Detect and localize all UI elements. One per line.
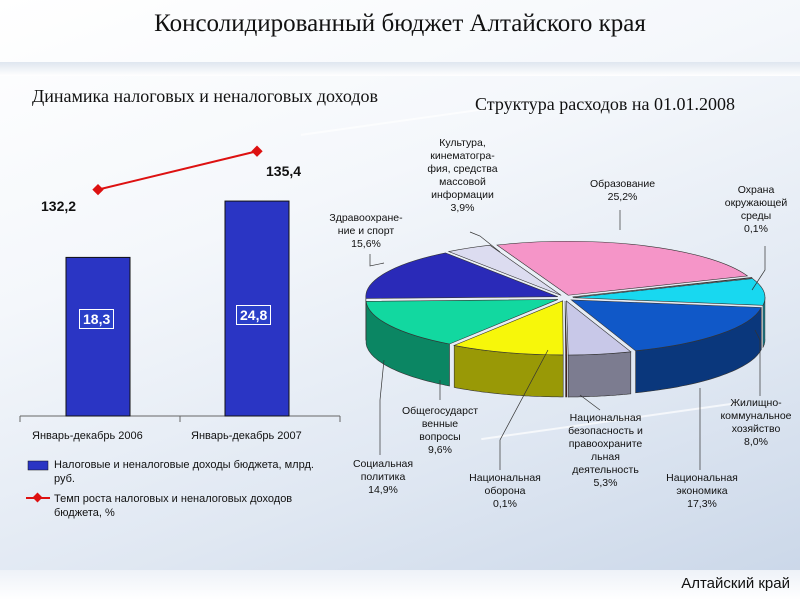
pie-label-security: Национальная безопасность и правоохранит… xyxy=(568,412,643,489)
growth-value-label: 132,2 xyxy=(41,198,77,214)
growth-value-label: 135,4 xyxy=(266,163,302,179)
pie-side-security xyxy=(567,351,632,398)
pie-slice-security xyxy=(566,300,632,356)
pie-label-culture: Культура, кинематогра- фия, средства мас… xyxy=(427,137,498,214)
pie-slice-housing xyxy=(572,278,766,306)
pie-side-defense xyxy=(565,354,568,398)
growth-point-2007 xyxy=(251,145,263,157)
pie-slice-general xyxy=(453,300,564,356)
pie-label-environment: Охрана окружающей среды 0,1% xyxy=(724,184,788,235)
pie-slice-economy xyxy=(570,299,762,352)
pie-slice-environment xyxy=(572,277,753,298)
category-label: Январь-декабрь 2006 xyxy=(32,430,143,442)
pie-label-social: Социальная политика 14,9% xyxy=(352,458,414,496)
pie-slice-education xyxy=(496,240,749,296)
pie-label-health: Здравоохране- ние и спорт 15,6% xyxy=(329,212,403,250)
bar-chart-title: Динамика налоговых и неналоговых доходов xyxy=(31,86,379,106)
legend-line-label: Темп роста налоговых и неналоговых доход… xyxy=(54,493,293,519)
bar-value-label: 18,3 xyxy=(79,309,115,329)
legend-bar-swatch xyxy=(27,460,49,471)
pie-leader-security xyxy=(579,394,601,411)
pie-slice-culture xyxy=(447,244,562,296)
pie-slice-health xyxy=(365,252,558,299)
pie-slice-social xyxy=(365,299,559,345)
title-rule xyxy=(0,62,800,76)
footer-region-label: Алтайский край xyxy=(681,575,790,592)
pie-label-defense: Национальная оборона 0,1% xyxy=(469,472,541,510)
page-title: Консолидированный бюджет Алтайского края xyxy=(154,10,646,37)
pie-leader-defense xyxy=(499,349,549,470)
pie-slice-defense xyxy=(564,300,568,356)
bar-2006 xyxy=(65,256,131,417)
growth-line xyxy=(97,150,258,191)
pie-leader-environment xyxy=(751,246,766,291)
pie-leader-social xyxy=(379,359,385,455)
pie-leader-housing xyxy=(754,329,761,396)
bar-value-label: 24,8 xyxy=(236,305,272,325)
pie-label-housing: Жилищно- коммунальное хозяйство 8,0% xyxy=(720,397,792,448)
category-label: Январь-декабрь 2007 xyxy=(191,430,302,442)
footer-bar xyxy=(0,570,800,600)
pie-label-economy: Национальная экономика 17,3% xyxy=(666,472,738,510)
pie-label-general: Общегосударст венные вопросы 9,6% xyxy=(402,405,478,456)
pie-leader-health xyxy=(369,254,385,267)
pie-chart-title: Структура расходов на 01.01.2008 xyxy=(474,94,736,114)
pie-leader-culture xyxy=(469,231,501,253)
pie-label-education: Образование 25,2% xyxy=(589,178,656,203)
legend-bar-label: Налоговые и неналоговые доходы бюджета, … xyxy=(54,459,314,485)
